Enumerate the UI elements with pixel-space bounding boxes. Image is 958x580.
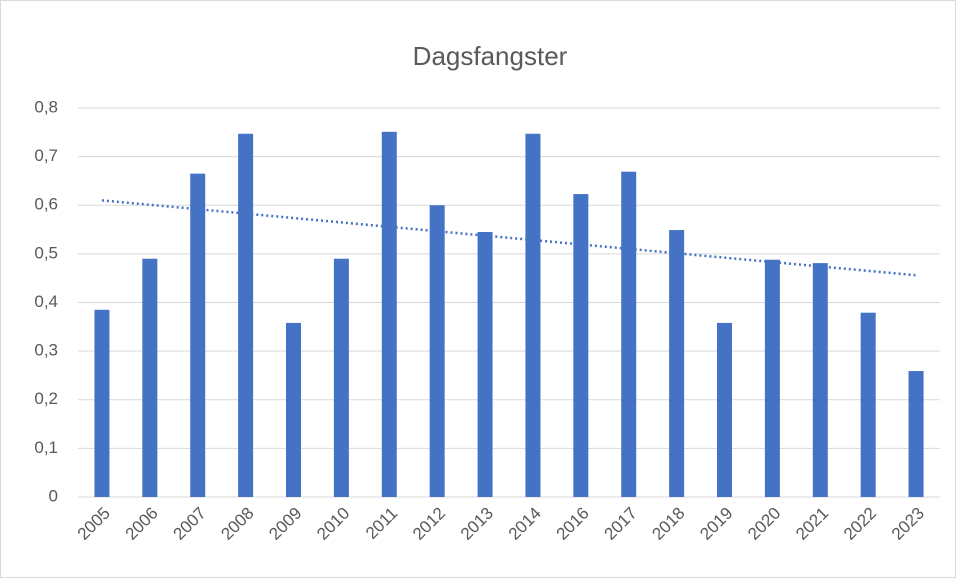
bar	[381, 131, 397, 498]
trendline	[101, 199, 917, 277]
bar	[286, 322, 301, 497]
bar	[477, 231, 493, 497]
y-tick-label: 0,8	[34, 97, 58, 116]
y-tick-label: 0,6	[34, 195, 58, 214]
y-tick-label: 0,2	[34, 389, 58, 408]
bar	[429, 205, 445, 497]
bar	[908, 371, 924, 497]
y-tick-label: 0,7	[34, 146, 58, 165]
bar	[573, 194, 589, 497]
bar	[333, 258, 349, 497]
bar	[94, 309, 110, 497]
chart-title: Dagsfangster	[413, 41, 568, 71]
bar	[238, 133, 254, 498]
bar	[621, 171, 637, 498]
bar	[860, 312, 876, 497]
bar	[142, 258, 158, 497]
y-tick-label: 0,4	[34, 292, 58, 311]
y-tick-label: 0	[49, 486, 58, 505]
y-tick-label: 0,1	[34, 438, 58, 457]
bar	[190, 173, 206, 498]
y-tick-label: 0,5	[34, 243, 58, 262]
bar	[812, 263, 828, 497]
bar	[764, 259, 780, 497]
bar	[717, 322, 732, 497]
bar	[525, 133, 541, 498]
bar	[669, 230, 685, 497]
y-tick-label: 0,3	[34, 341, 58, 360]
